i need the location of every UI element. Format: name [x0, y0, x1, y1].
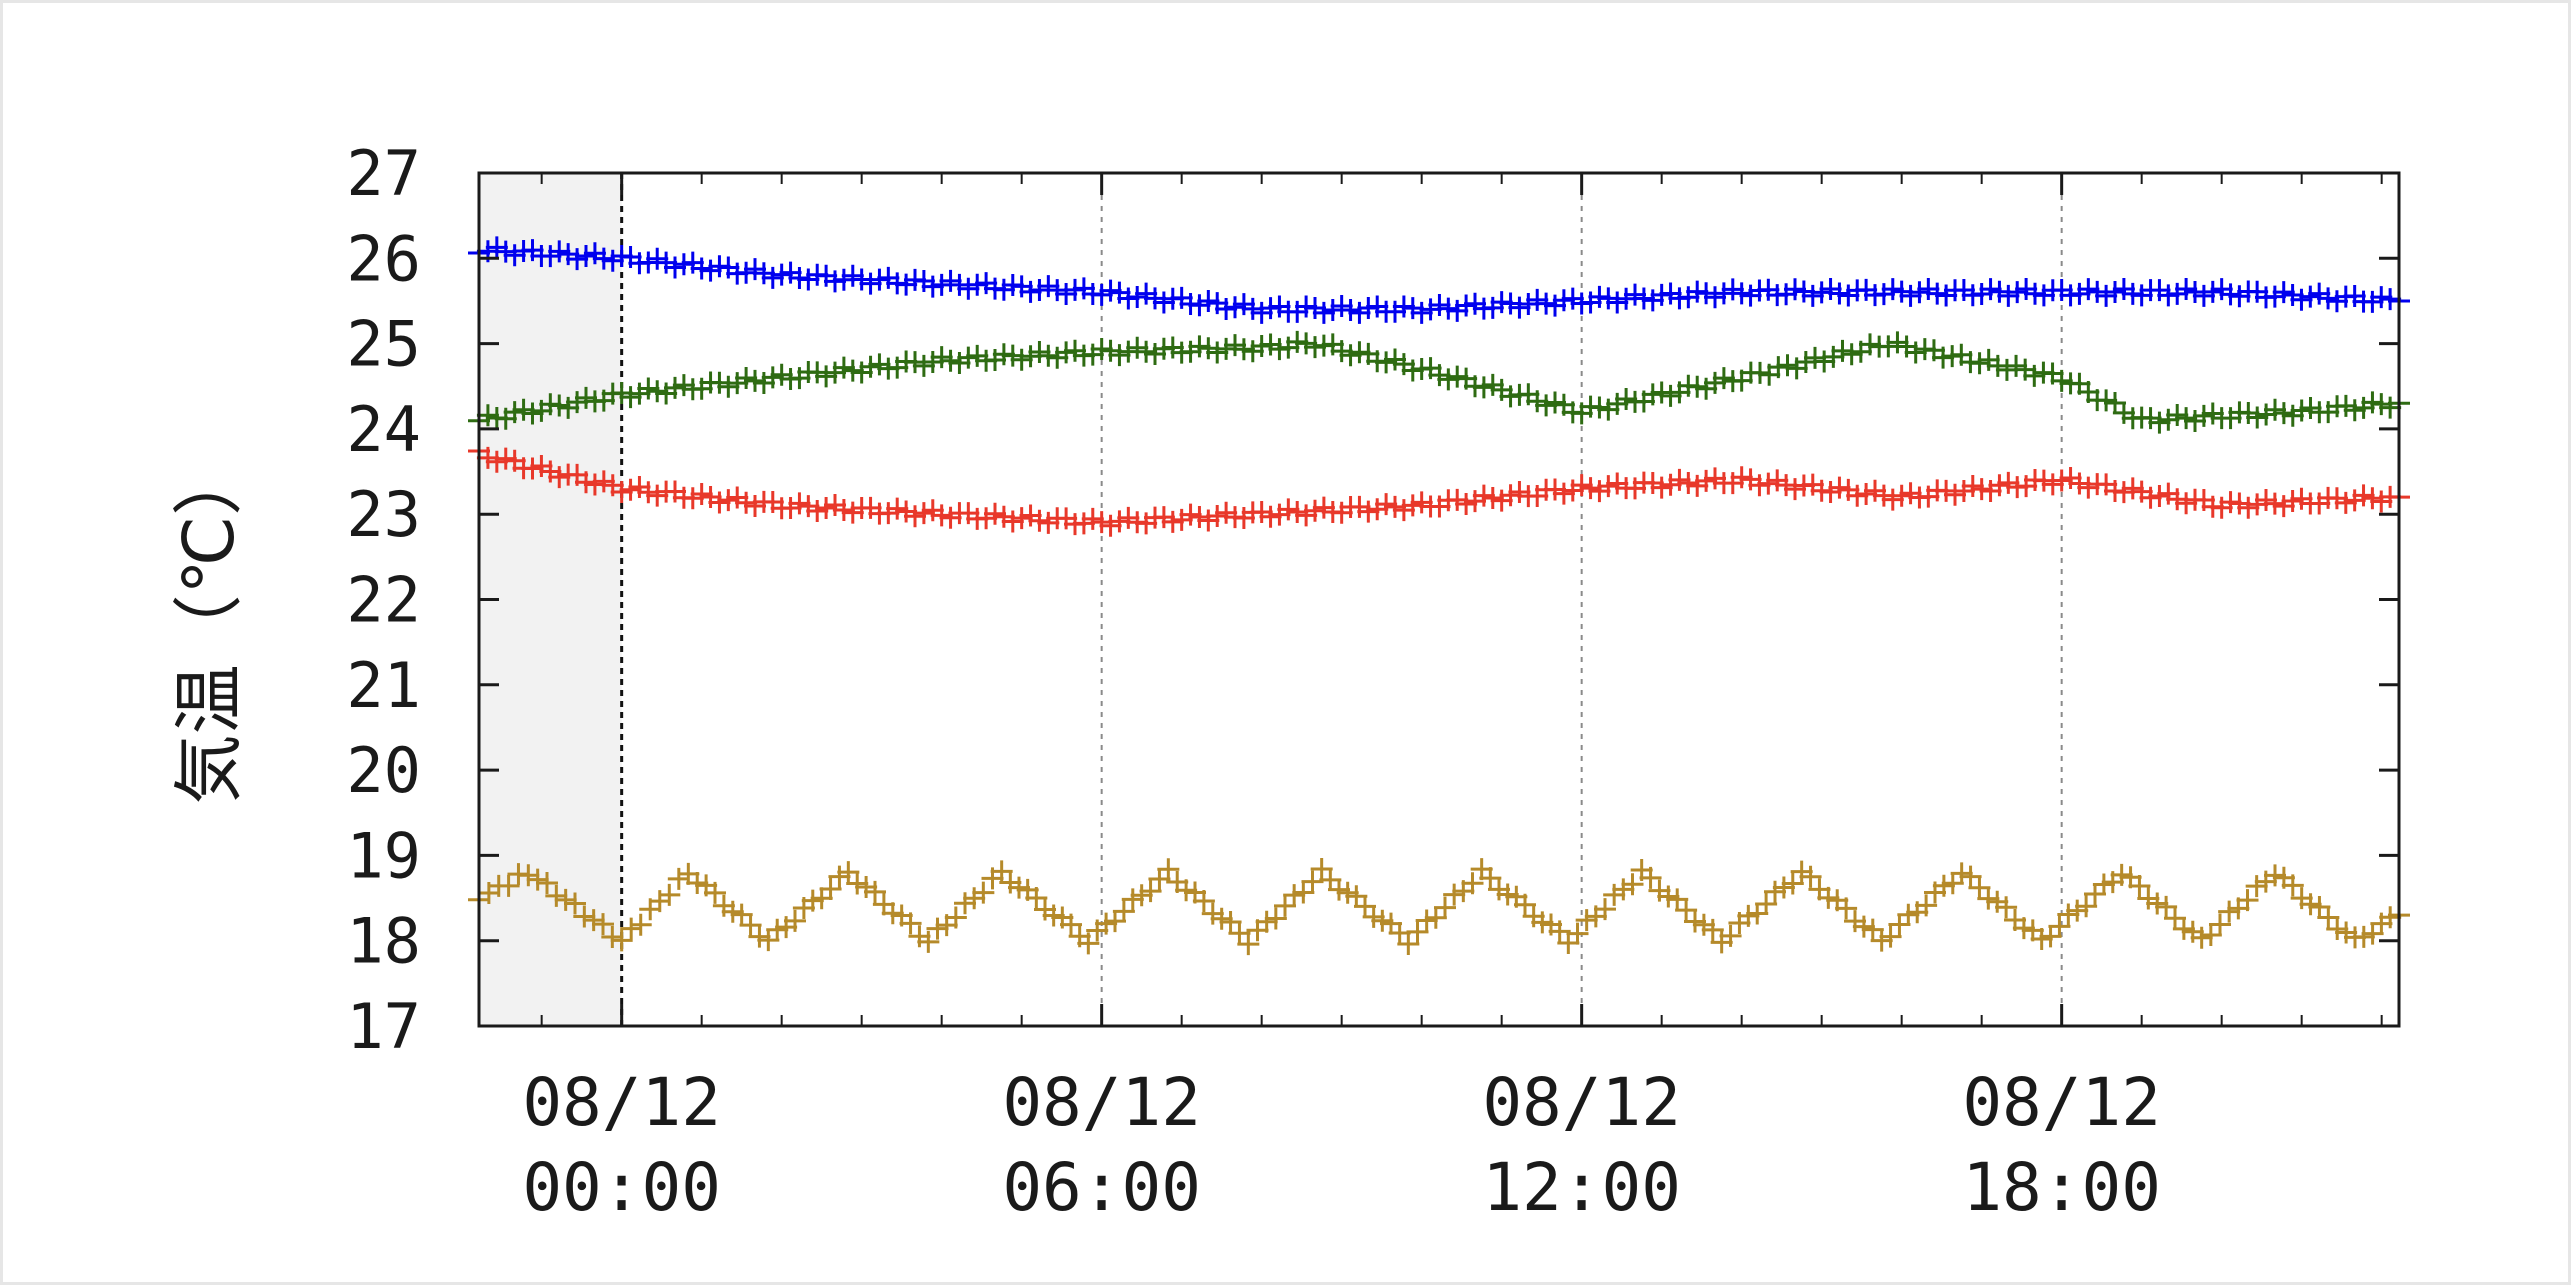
y-tick-label: 19	[346, 819, 421, 892]
series-4-markers	[468, 858, 2410, 956]
y-tick-label: 24	[346, 393, 421, 466]
y-tick-label: 26	[346, 222, 421, 295]
shaded-region	[479, 173, 622, 1026]
series-1-markers	[468, 236, 2410, 324]
series-layer	[468, 236, 2410, 956]
x-tick-label-date: 08/12	[1962, 1064, 2161, 1141]
series-2-markers	[468, 330, 2410, 434]
chart-svg: 17 18 19 20 21 22 23 24 25 26 27 08/12 00:00 08/12 06…	[168, 137, 2410, 1226]
x-tick-label-date: 08/12	[1002, 1064, 1201, 1141]
y-tick-label: 22	[346, 564, 421, 637]
y-tick-label: 25	[346, 308, 421, 381]
y-tick-label: 18	[346, 905, 421, 978]
axis-ticks	[479, 171, 2399, 1028]
y-tick-labels: 17 18 19 20 21 22 23 24 25 26 27	[346, 137, 421, 1063]
x-tick-label-date: 08/12	[1482, 1064, 1681, 1141]
series-4	[468, 858, 2410, 956]
x-tick-label-time: 06:00	[1002, 1149, 1201, 1226]
y-tick-label: 21	[346, 649, 421, 722]
x-tick-label-time: 00:00	[522, 1149, 721, 1226]
y-tick-label: 17	[346, 990, 421, 1063]
x-tick-label-date: 08/12	[522, 1064, 721, 1141]
series-3-markers	[468, 440, 2410, 537]
x-tick-labels: 08/12 00:00 08/12 06:00 08/12 12:00 08/12 18:00	[522, 1064, 2161, 1226]
y-tick-label: 23	[346, 478, 421, 551]
y-axis-title: 気温（℃）	[168, 446, 250, 805]
x-tick-label-time: 12:00	[1482, 1149, 1681, 1226]
series-1	[468, 236, 2410, 324]
series-2	[468, 330, 2410, 434]
y-tick-label: 20	[346, 734, 421, 807]
series-3	[468, 440, 2410, 537]
y-tick-label: 27	[346, 137, 421, 210]
x-tick-label-time: 18:00	[1962, 1149, 2161, 1226]
